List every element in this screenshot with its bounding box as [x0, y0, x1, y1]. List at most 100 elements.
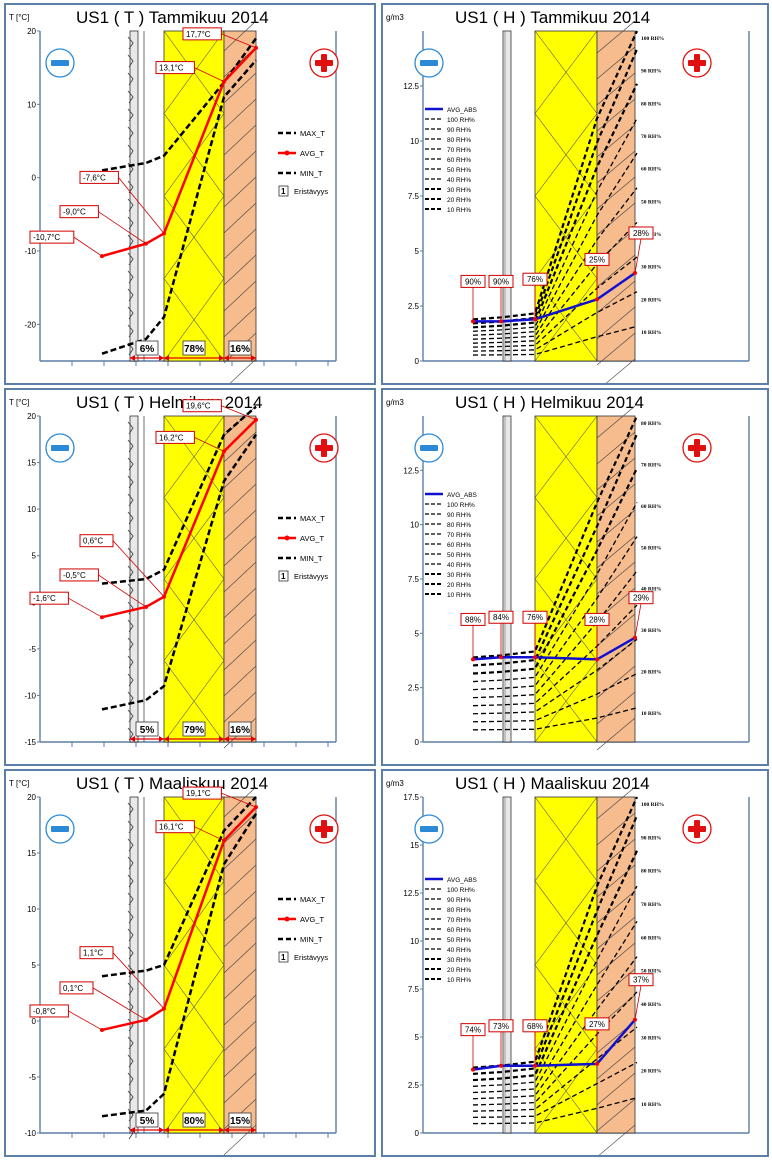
minus-icon [414, 814, 444, 844]
cladding-hatch [223, 20, 257, 52]
board-tick [127, 324, 134, 338]
board-tick [127, 1126, 134, 1140]
legend-label: 90 RH% [447, 897, 471, 904]
cladding-hatch [596, 890, 636, 924]
y-tick-label: 2.5 [408, 302, 420, 311]
cladding-hatch [596, 1046, 636, 1080]
cladding-hatch [223, 202, 257, 234]
insulation-hatch [163, 964, 225, 1050]
board-tick [127, 252, 134, 266]
value-label-box [29, 230, 75, 244]
value-label-box [155, 820, 195, 834]
rh-curve [472, 467, 638, 675]
y-tick-label: 20 [27, 793, 36, 802]
value-label: 76% [527, 275, 543, 284]
cladding-hatch [596, 20, 636, 54]
value-label-box [155, 430, 195, 444]
board-tick [127, 583, 134, 597]
cladding-hatch [596, 691, 636, 725]
y-tick-label: -10 [24, 247, 36, 256]
value-label-box [460, 274, 486, 288]
legend-label: 30 RH% [447, 572, 471, 579]
cladding-hatch [223, 431, 257, 463]
avg-t-point [254, 805, 258, 810]
cladding-hatch [223, 1072, 257, 1104]
label-leader [98, 574, 147, 608]
plus-icon [309, 814, 339, 844]
board-tick [127, 838, 134, 852]
board-tick [127, 637, 134, 651]
board-tick [127, 511, 134, 525]
rh-curve [472, 956, 638, 1100]
rh-side-label: 30 RH% [641, 1035, 662, 1041]
cladding-hatch [223, 150, 257, 182]
value-label-box [155, 61, 195, 75]
rh-curve [472, 1097, 638, 1125]
legend-label: 70 RH% [447, 917, 471, 924]
value-label: 0,6°C [83, 537, 103, 546]
insulation-key-box [278, 570, 289, 582]
legend-label: 20 RH% [447, 967, 471, 974]
chart-title: US1 ( H ) Maaliskuu 2014 [455, 774, 650, 793]
rh-curve [472, 221, 638, 344]
rh-side-label: 60 RH% [641, 504, 662, 510]
legend-label: 50 RH% [447, 937, 471, 944]
board-tick [127, 910, 134, 924]
cladding-hatch [223, 1046, 257, 1078]
y-axis-unit: g/m3 [386, 779, 404, 788]
board-tick [127, 601, 134, 615]
value-label: 37% [633, 976, 649, 985]
rh-curve [472, 415, 638, 659]
value-label: 1,1°C [83, 949, 103, 958]
y-tick-label: 5 [32, 552, 37, 561]
cladding-hatch [596, 1072, 636, 1106]
chart-svg: 17.5 15 12.5 10 7.5 5 2.5 0 100 RH% 90 RH% 80 RH% 7… [403, 786, 750, 1155]
label-leader [73, 236, 103, 257]
board-tick [127, 619, 134, 633]
value-label-box [59, 205, 99, 219]
board-tick [127, 856, 134, 870]
percent-box [182, 340, 206, 356]
board-tick [127, 982, 134, 996]
y-axis-unit: g/m3 [386, 398, 404, 407]
legend-label: 100 RH% [447, 502, 475, 509]
y-tick-label: 20 [27, 412, 36, 421]
rh-side-label: 20 RH% [641, 297, 662, 303]
series-max-t-line [101, 405, 257, 585]
cladding-hatch [223, 786, 257, 818]
series-min-t-line [101, 59, 257, 355]
minus-icon [45, 433, 75, 463]
insulation-hatch [163, 415, 225, 498]
legend-label: 20 RH% [447, 582, 471, 589]
cladding-hatch [596, 46, 636, 80]
value-label-box [584, 1017, 610, 1031]
rh-side-label: 50 RH% [641, 199, 662, 205]
y-tick-label: 5 [415, 247, 420, 256]
insulation-hatch [163, 660, 225, 743]
chart-svg: 12.5 10 7.5 5 2.5 0 80 RH% 70 RH% 60 RH% 50 RH% 40… [403, 405, 750, 751]
y-tick-label: 0 [32, 174, 37, 183]
cladding-hatch [223, 280, 257, 312]
board-tick [127, 288, 134, 302]
value-label-box [59, 568, 99, 582]
legend-label: 60 RH% [447, 542, 471, 549]
value-label-box [628, 226, 654, 240]
label-leader [194, 826, 225, 842]
cladding-hatch [223, 124, 257, 156]
y-tick-label: 7.5 [408, 985, 420, 994]
value-label: -0,5°C [63, 571, 86, 580]
insulation-hatch [534, 796, 598, 882]
avg-t-point [100, 615, 104, 620]
value-label: 28% [633, 229, 649, 238]
board-tick [127, 928, 134, 942]
insulation-key-number: 1 [281, 187, 286, 196]
value-label-box [182, 27, 222, 41]
rh-curve [472, 118, 638, 332]
value-label: 25% [589, 255, 605, 264]
board-tick [127, 1036, 134, 1050]
percent-label: 6% [140, 344, 155, 355]
board-tick [127, 1054, 134, 1068]
rh-side-label: 20 RH% [641, 1069, 662, 1075]
legend-label: MIN_T [300, 169, 323, 178]
avg-abs-point [499, 1063, 503, 1068]
